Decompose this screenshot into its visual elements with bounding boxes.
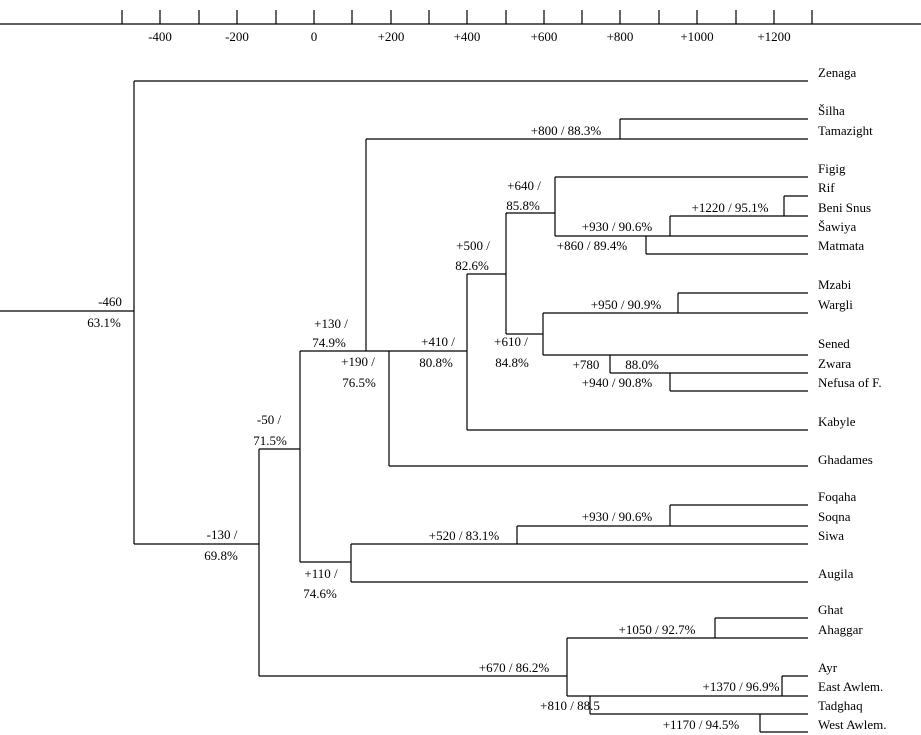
node-label: +1220 / 95.1% — [691, 200, 768, 215]
tick-label: -400 — [148, 29, 172, 44]
leaf-label: Tadghaq — [818, 698, 863, 713]
node-label: +950 / 90.9% — [591, 297, 662, 312]
leaf-label: Kabyle — [818, 414, 856, 429]
node-label: -50 / — [257, 412, 282, 427]
node-label: +640 / — [507, 178, 541, 193]
tick-label: -200 — [225, 29, 249, 44]
leaf-label: Ghat — [818, 602, 844, 617]
leaf-label: Šilha — [818, 103, 845, 118]
node-label: +800 / 88.3% — [531, 123, 602, 138]
node-label: 84.8% — [495, 355, 529, 370]
node-label: 82.6% — [455, 258, 489, 273]
tick-label: +400 — [454, 29, 481, 44]
node-label: +1170 / 94.5% — [663, 717, 740, 732]
node-label: +130 / — [314, 316, 348, 331]
node-label: +410 / — [421, 334, 455, 349]
leaf-label: Wargli — [818, 297, 853, 312]
node-label: +810 / 88.5 — [540, 698, 600, 713]
leaf-label: Zenaga — [818, 65, 856, 80]
node-label: +500 / — [456, 238, 490, 253]
leaf-label: Ayr — [818, 660, 838, 675]
node-label: +930 / 90.6% — [582, 219, 653, 234]
node-label: +930 / 90.6% — [582, 509, 653, 524]
node-label: 80.8% — [419, 355, 453, 370]
node-label: +190 / — [341, 354, 375, 369]
leaf-label: Tamazight — [818, 123, 873, 138]
node-label: 63.1% — [87, 315, 121, 330]
scale-axis: -400 -200 0 +200 +400 +600 +800 +1000 +1… — [0, 10, 921, 44]
leaf-label: Beni Snus — [818, 200, 871, 215]
leaf-label: Soqna — [818, 509, 851, 524]
leaf-label: Foqaha — [818, 489, 857, 504]
node-label: 74.6% — [303, 586, 337, 601]
node-label: 74.9% — [312, 335, 346, 350]
leaf-label: Figig — [818, 161, 846, 176]
node-label: +610 / — [494, 334, 528, 349]
node-label: +860 / 89.4% — [557, 238, 628, 253]
leaf-label: Augila — [818, 566, 854, 581]
node-label: -460 — [98, 294, 122, 309]
leaf-label: Šawiya — [818, 219, 857, 234]
node-label: +670 / 86.2% — [479, 660, 550, 675]
node-label: +520 / 83.1% — [429, 528, 500, 543]
node-label: 88.0% — [625, 357, 659, 372]
node-label: +1050 / 92.7% — [618, 622, 695, 637]
tick-label: +1200 — [757, 29, 790, 44]
node-label: 69.8% — [204, 548, 238, 563]
leaf-label: Sened — [818, 336, 850, 351]
leaf-label: West Awlem. — [818, 717, 887, 732]
node-label: 85.8% — [506, 198, 540, 213]
node-label: +940 / 90.8% — [582, 375, 653, 390]
tick-label: 0 — [311, 29, 318, 44]
node-label: +1370 / 96.9% — [702, 679, 779, 694]
node-labels: -460 63.1% -130 / 69.8% -50 / 71.5% +130… — [87, 178, 541, 601]
branch-labels: +800 / 88.3% +1220 / 95.1% +930 / 90.6% … — [429, 123, 780, 732]
node-label: -130 / — [207, 527, 238, 542]
leaf-label: East Awlem. — [818, 679, 883, 694]
tick-label: +800 — [607, 29, 634, 44]
tick-label: +600 — [531, 29, 558, 44]
leaf-labels: Zenaga Šilha Tamazight Figig Rif Beni Sn… — [818, 65, 887, 732]
leaf-label: Zwara — [818, 356, 851, 371]
leaf-label: Siwa — [818, 528, 844, 543]
tick-label: +200 — [378, 29, 405, 44]
node-label: 76.5% — [342, 375, 376, 390]
leaf-label: Nefusa of F. — [818, 375, 882, 390]
leaf-label: Ghadames — [818, 452, 873, 467]
leaf-label: Ahaggar — [818, 622, 863, 637]
leaf-label: Rif — [818, 180, 835, 195]
node-label: +780 — [573, 357, 600, 372]
node-label: 71.5% — [253, 433, 287, 448]
node-label: +110 / — [304, 566, 338, 581]
tree-branches — [0, 80, 808, 733]
leaf-label: Matmata — [818, 238, 864, 253]
tick-label: +1000 — [680, 29, 713, 44]
leaf-label: Mzabi — [818, 277, 852, 292]
